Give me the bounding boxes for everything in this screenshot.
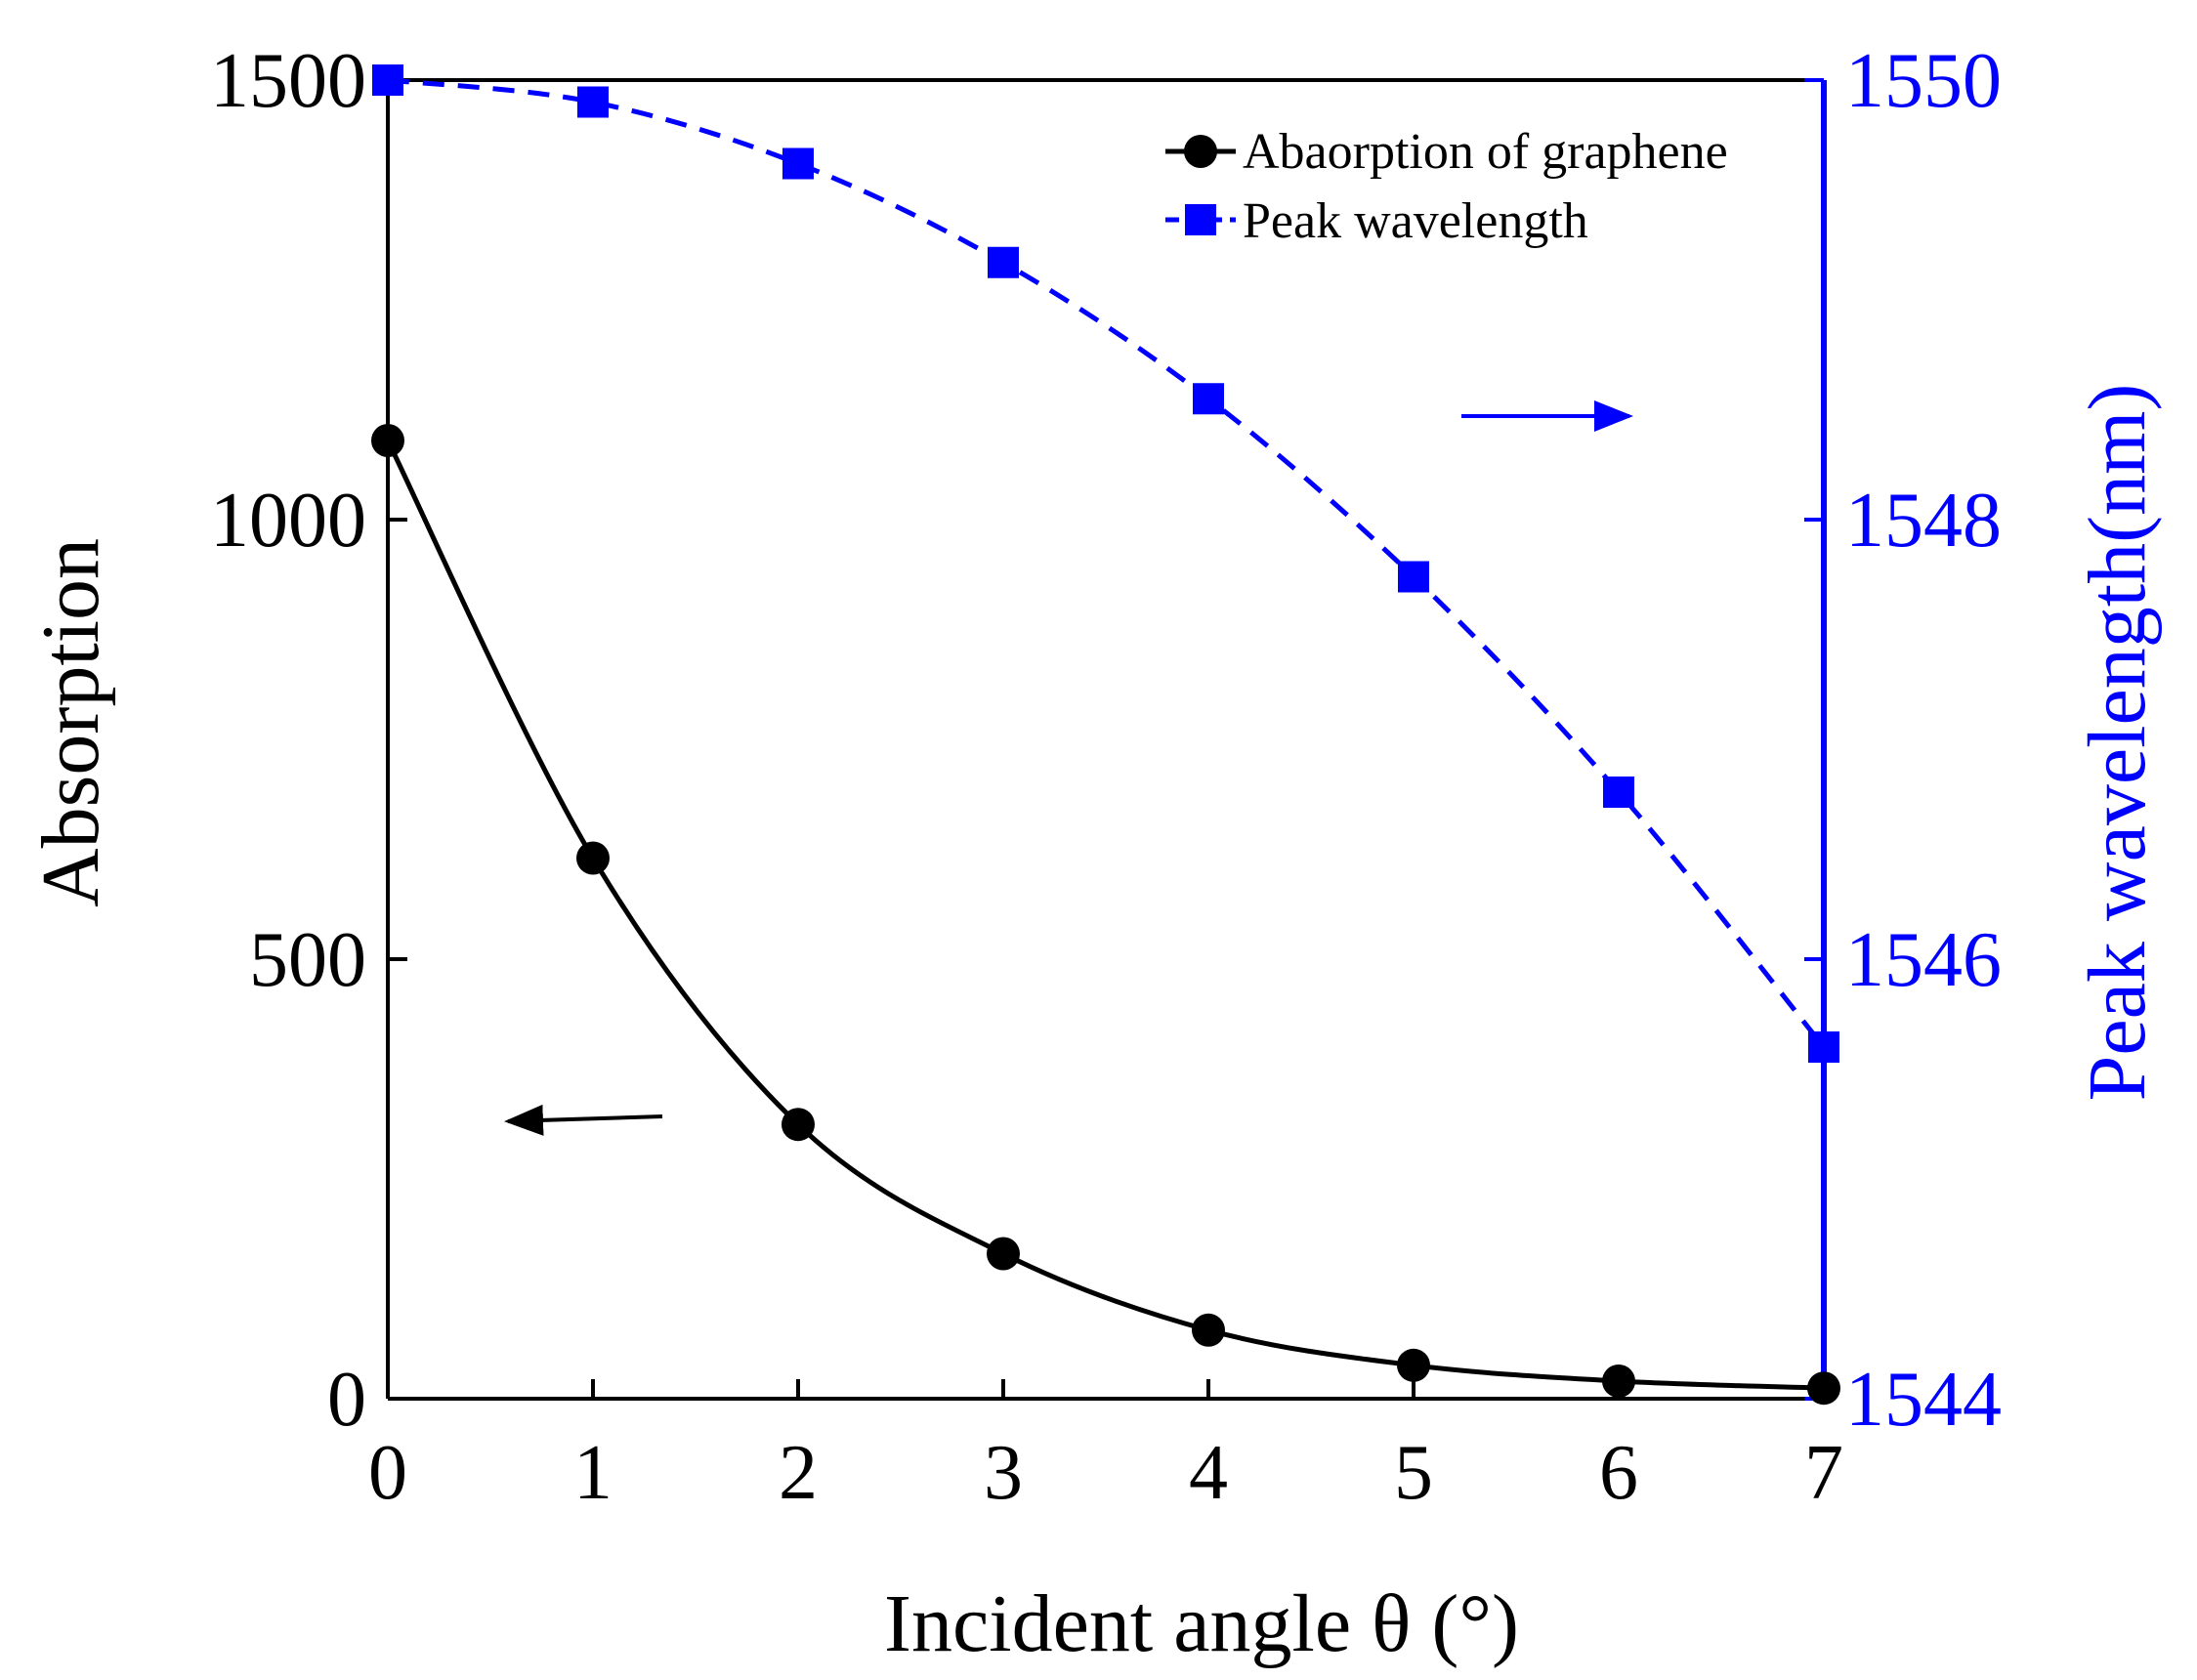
- data-point-wavelength: [1193, 383, 1224, 415]
- y-tick-label: 1500: [210, 38, 366, 124]
- y2-tick-label: 1546: [1845, 917, 2002, 1003]
- plot-area: 0 1 2 3 4 5 6 7 0 500 1000 1500 1544 1546 1548 1550: [210, 38, 2002, 1516]
- data-point-wavelength: [1398, 561, 1429, 593]
- left-axis-arrow: [504, 1104, 663, 1136]
- legend-label-wavelength: Peak wavelength: [1243, 193, 1588, 249]
- y-tick-label: 500: [249, 917, 366, 1003]
- x-axis-title: Incident angle θ (°): [884, 1578, 1519, 1669]
- x-tick-label: 7: [1804, 1430, 1843, 1516]
- y2-tick-label: 1548: [1845, 478, 2002, 564]
- data-point-absorption: [371, 424, 404, 457]
- data-point-absorption: [576, 841, 610, 875]
- data-point-wavelength: [988, 246, 1019, 278]
- data-point-wavelength: [577, 86, 609, 118]
- x-tick-label: 6: [1599, 1430, 1638, 1516]
- data-point-absorption: [1397, 1348, 1430, 1382]
- legend: Abaorption of graphene Peak wavelength: [1165, 124, 1728, 249]
- legend-marker-absorption: [1184, 135, 1217, 168]
- y-tick-label: 1000: [210, 478, 366, 564]
- legend-marker-wavelength: [1185, 204, 1216, 235]
- y-tick-label: 0: [327, 1357, 366, 1443]
- x-tick-label: 0: [368, 1430, 407, 1516]
- x-tick-label: 2: [779, 1430, 818, 1516]
- data-point-wavelength: [372, 64, 403, 96]
- x-tick-label: 3: [984, 1430, 1023, 1516]
- y2-axis-title: Peak wavelength(nm): [2072, 384, 2163, 1102]
- data-point-wavelength: [782, 147, 814, 180]
- x-tick-label: 5: [1394, 1430, 1433, 1516]
- x-tick-label: 1: [573, 1430, 613, 1516]
- series-line-absorption: [385, 439, 1825, 1391]
- series-line-wavelength: [387, 77, 1826, 1049]
- data-point-absorption: [1192, 1313, 1225, 1347]
- x-tick-label: 4: [1189, 1430, 1228, 1516]
- y2-tick-label: 1544: [1845, 1357, 2002, 1443]
- y2-tick-label: 1550: [1845, 38, 2002, 124]
- data-point-wavelength: [1808, 1031, 1839, 1063]
- y-axis-title: Absorption: [25, 538, 116, 907]
- data-point-absorption: [1807, 1371, 1840, 1406]
- data-point-absorption: [987, 1237, 1020, 1271]
- data-point-absorption: [1602, 1365, 1635, 1398]
- data-point-absorption: [782, 1108, 815, 1142]
- data-point-wavelength: [1603, 777, 1634, 808]
- legend-label-absorption: Abaorption of graphene: [1243, 124, 1728, 180]
